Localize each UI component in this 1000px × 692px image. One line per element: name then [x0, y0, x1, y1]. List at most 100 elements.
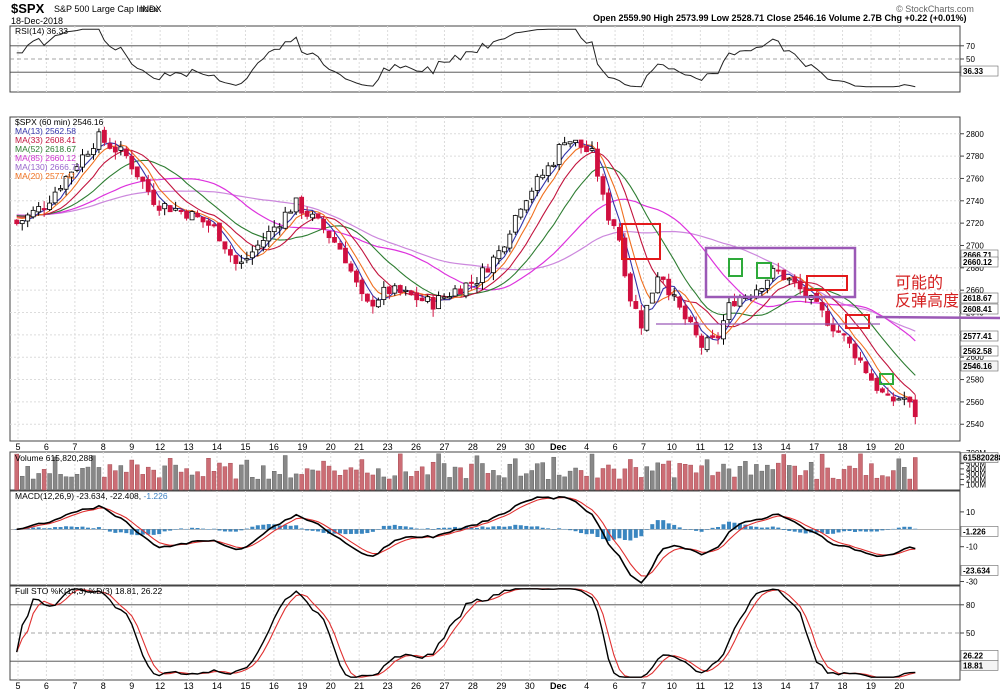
candle-body [704, 337, 710, 351]
macd-histogram-bar [869, 529, 874, 532]
macd-histogram-bar [255, 525, 260, 530]
volume-bar [447, 477, 452, 491]
annotation-line-1: 可能的 [895, 274, 943, 292]
macd-histogram-bar [754, 526, 759, 530]
candle-body [123, 148, 129, 157]
candle-body [551, 164, 557, 167]
macd-histogram-bar [491, 526, 496, 530]
volume-panel [9, 451, 961, 491]
candle-body [534, 176, 540, 191]
macd-histogram-bar [47, 528, 52, 530]
macd-histogram-bar [748, 526, 753, 530]
x-axis-label: 16 [269, 442, 279, 452]
volume-bar [85, 466, 91, 491]
purple-range-box [704, 246, 857, 299]
x-axis-label: 9 [129, 442, 134, 452]
macd-label-hist: -1.226 [144, 491, 168, 501]
macd-histogram-bar [721, 524, 726, 530]
candle-body [633, 301, 639, 309]
candle-body [912, 399, 918, 418]
macd-histogram-bar [398, 526, 403, 530]
volume-bar [348, 467, 354, 491]
y-tick-label: 10 [966, 508, 975, 517]
candle-body [266, 230, 272, 242]
value-badge [960, 65, 999, 77]
value-badge [960, 660, 999, 671]
y-tick-label: 2760 [966, 174, 984, 183]
volume-bar [36, 473, 41, 491]
candle-body [151, 189, 157, 205]
value-badge-label: 36.33 [963, 67, 984, 76]
macd-histogram-bar [885, 529, 890, 530]
macd-histogram-bar [288, 525, 293, 530]
volume-bar [819, 453, 825, 491]
volume-bar [639, 477, 644, 491]
volume-bar [102, 476, 107, 491]
volume-bar [847, 465, 852, 491]
value-badge-label: 2562.58 [963, 347, 992, 356]
volume-bar [469, 463, 474, 491]
macd-histogram-bar [628, 529, 633, 541]
candle-body [874, 377, 880, 391]
candle-body [792, 276, 798, 283]
macd-histogram-bar [891, 528, 896, 530]
volume-bar [595, 477, 600, 491]
macd-histogram-bar [661, 520, 666, 530]
candle-body [469, 281, 474, 284]
candle-body [578, 139, 584, 148]
y-tick-label: 2700 [966, 241, 984, 250]
candle-body [480, 267, 485, 283]
macd-histogram-bar [337, 529, 342, 534]
volume-bar [145, 466, 151, 491]
volume-bar [425, 474, 430, 491]
y-tick-label: -10 [966, 543, 978, 552]
volume-bar [189, 474, 195, 491]
macd-histogram-bar [168, 529, 173, 531]
x-axis-label-bottom: 18 [838, 681, 848, 691]
macd-histogram-bar [518, 525, 523, 530]
candle-body [715, 336, 721, 339]
y-tick-label: 70 [966, 42, 975, 51]
candle-body [107, 143, 113, 149]
x-axis-label: 6 [44, 442, 49, 452]
macd-histogram-bar [666, 523, 671, 530]
macd-histogram-bar [348, 529, 353, 534]
x-axis-label: 29 [496, 442, 506, 452]
candle-body [200, 216, 206, 223]
sto-k-line [16, 588, 916, 678]
volume-bar [907, 478, 913, 491]
macd-histogram-bar [655, 520, 660, 530]
macd-histogram-bar [102, 529, 107, 530]
macd-histogram-bar [732, 522, 737, 530]
volume-bar [786, 465, 792, 491]
macd-histogram-bar [387, 525, 392, 530]
candle-body [354, 270, 359, 283]
volume-bar [748, 474, 754, 491]
candle-body [786, 278, 792, 281]
candle-body [907, 396, 913, 403]
candle-body [63, 176, 69, 190]
volume-bar [113, 470, 118, 491]
candle-body [96, 131, 102, 150]
red-box-2 [806, 275, 848, 291]
candle-body [496, 250, 502, 260]
macd-histogram-bar [573, 529, 578, 532]
x-axis-label: 27 [439, 442, 449, 452]
x-axis-label: 26 [411, 442, 421, 452]
macd-histogram-bar [244, 528, 249, 530]
volume-bar [463, 478, 469, 491]
macd-histogram-bar [64, 526, 69, 530]
macd-histogram-bar [414, 528, 419, 530]
macd-histogram-bar [792, 529, 797, 532]
volume-bar [458, 467, 463, 491]
value-badge-label: 2546.16 [963, 362, 992, 371]
macd-histogram-bar [776, 527, 781, 530]
volume-bar [792, 465, 797, 491]
candle-body [304, 210, 310, 217]
x-axis-label-bottom: 9 [129, 681, 134, 691]
candle-body [408, 290, 414, 296]
x-axis-label: 5 [15, 442, 20, 452]
macd-histogram-bar [58, 527, 63, 530]
x-axis-label-bottom: 20 [894, 681, 904, 691]
